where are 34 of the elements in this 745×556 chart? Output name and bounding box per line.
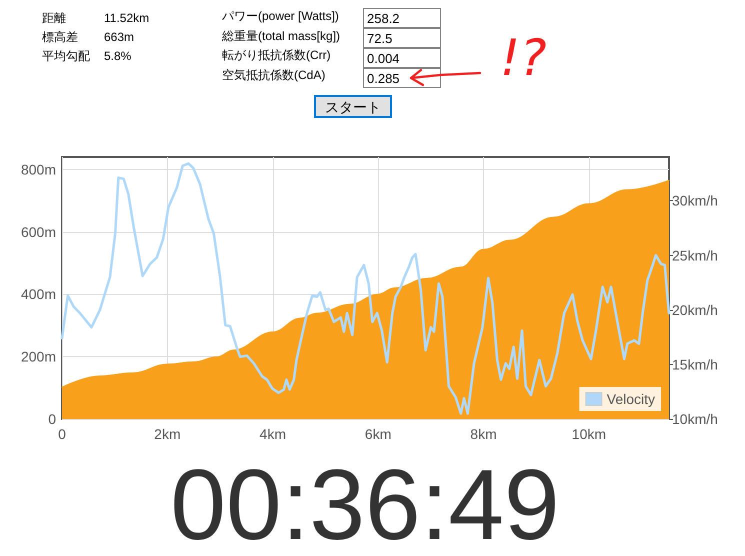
- start-button: スタート: [314, 95, 392, 118]
- input-field: 72.5: [363, 28, 441, 48]
- text: 空気抵抗係数(CdA): [222, 68, 326, 82]
- y-tick-label: 400m: [20, 286, 56, 302]
- text: 距離: [42, 11, 66, 25]
- text: 11.52km: [104, 11, 150, 25]
- x-tick-label: 2km: [154, 426, 181, 442]
- y-tick-label: 0: [48, 411, 56, 427]
- y2-tick-label: 25km/h: [672, 247, 718, 264]
- text: 総重量(total mass[kg]): [222, 28, 340, 43]
- x-tick-label: 4km: [260, 426, 286, 442]
- input-field: 0.285: [363, 68, 441, 88]
- x-tick-label: 8km: [470, 426, 497, 442]
- text: 00:36:49: [170, 449, 560, 556]
- text: 標高差: [42, 30, 78, 44]
- legend-label: Velocity: [606, 391, 655, 407]
- y2-tick-label: 30km/h: [672, 192, 718, 209]
- y-tick-label: 600m: [20, 224, 56, 240]
- text: 転がり抵抗係数(Crr): [222, 48, 331, 62]
- input-field: 0.004: [363, 48, 441, 68]
- y2-tick-label: 10km/h: [672, 411, 718, 427]
- x-tick-label: 0: [58, 426, 66, 442]
- y-tick-label: 800m: [20, 161, 56, 178]
- text: 663m: [104, 30, 134, 44]
- y2-tick-label: 20km/h: [672, 302, 718, 318]
- y2-tick-label: 15km/h: [672, 356, 718, 372]
- text: 5.8%: [104, 49, 132, 63]
- text: !?: [500, 28, 547, 88]
- x-tick-label: 6km: [364, 426, 392, 442]
- input-field: 258.2: [363, 8, 441, 28]
- text: 平均勾配: [42, 49, 90, 63]
- y-tick-label: 200m: [20, 348, 56, 365]
- x-tick-label: 10km: [572, 426, 606, 442]
- text: パワー(power [Watts]): [222, 9, 339, 23]
